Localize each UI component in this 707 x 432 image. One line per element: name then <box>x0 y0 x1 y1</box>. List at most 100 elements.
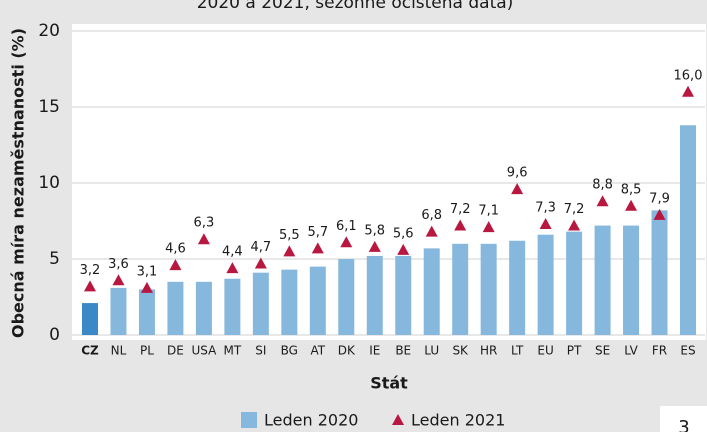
data-label: 7,2 <box>450 202 471 217</box>
triangle-marker <box>254 257 267 269</box>
triangle-marker <box>596 195 609 207</box>
data-label: 5,7 <box>307 225 328 240</box>
x-axis-label: Stát <box>370 374 408 393</box>
chart-title: 2020 a 2021, sezónně očištěná data) <box>197 0 514 13</box>
bar <box>252 272 269 335</box>
page-number-box <box>660 406 707 432</box>
bar <box>338 259 355 335</box>
x-tick-label: LV <box>624 344 638 358</box>
data-label: 6,3 <box>194 216 215 231</box>
triangle-marker <box>84 280 96 292</box>
triangle-marker <box>283 245 296 257</box>
x-tick-label: SI <box>255 344 266 358</box>
data-label: 5,8 <box>364 223 385 238</box>
legend-label: Leden 2021 <box>411 411 505 430</box>
legend-swatch <box>241 412 257 428</box>
triangle-marker <box>340 236 353 248</box>
data-label: 6,8 <box>421 208 442 223</box>
data-label: 6,1 <box>336 219 357 234</box>
data-label: 8,5 <box>621 182 642 197</box>
triangle-marker <box>368 240 381 252</box>
data-label: 16,0 <box>674 68 703 83</box>
bar <box>281 269 298 335</box>
bar <box>395 255 412 335</box>
x-tick-label: AT <box>311 344 326 358</box>
data-label: 4,4 <box>222 245 243 260</box>
bar <box>480 243 497 335</box>
x-tick-label: SE <box>595 344 610 358</box>
y-tick-label: 10 <box>38 173 60 193</box>
x-tick-label: ES <box>680 344 695 358</box>
data-label: 4,7 <box>251 240 272 255</box>
y-axis-label: Obecná míra nezaměstnanosti (%) <box>9 28 28 338</box>
data-label: 5,5 <box>279 228 300 243</box>
data-label: 4,6 <box>165 242 186 257</box>
data-label: 7,2 <box>564 202 585 217</box>
x-tick-label: DE <box>167 344 184 358</box>
bar <box>594 225 611 335</box>
x-tick-label: MT <box>224 344 242 358</box>
y-tick-label: 20 <box>38 21 60 41</box>
bar <box>680 125 696 336</box>
bar <box>452 243 469 335</box>
triangle-marker <box>568 219 581 231</box>
bar <box>423 248 440 335</box>
x-tick-label: FR <box>652 344 667 358</box>
bar <box>167 281 184 335</box>
bar <box>82 303 98 335</box>
bar <box>138 289 155 335</box>
x-tick-label: BE <box>395 344 411 358</box>
triangle-marker <box>112 274 125 286</box>
bar <box>366 255 383 335</box>
triangle-marker <box>682 85 694 97</box>
x-tick-label: IE <box>369 344 380 358</box>
data-label: 7,3 <box>535 201 556 216</box>
data-label: 9,6 <box>507 166 528 181</box>
data-label: 3,6 <box>108 257 129 272</box>
triangle-marker <box>197 233 210 245</box>
x-tick-label: NL <box>111 344 127 358</box>
x-tick-label: DK <box>338 344 356 358</box>
triangle-marker <box>454 219 467 231</box>
bar <box>195 281 212 335</box>
triangle-marker <box>311 242 324 254</box>
triangle-marker <box>226 262 239 274</box>
bar <box>309 266 326 335</box>
x-tick-label: LT <box>511 344 524 358</box>
bar <box>623 225 640 335</box>
triangle-marker <box>625 199 638 211</box>
data-label: 7,9 <box>649 191 670 206</box>
triangle-marker <box>140 281 153 293</box>
bar <box>566 231 583 335</box>
y-tick-label: 5 <box>49 249 60 269</box>
triangle-marker <box>511 183 524 195</box>
data-label: 8,8 <box>592 178 613 193</box>
y-tick-label: 0 <box>49 325 60 345</box>
triangle-marker <box>169 259 182 271</box>
x-tick-label: LU <box>424 344 439 358</box>
triangle-marker <box>397 243 410 255</box>
data-label: 5,6 <box>393 226 414 241</box>
triangle-marker <box>482 221 495 233</box>
bar <box>509 240 526 335</box>
legend-swatch <box>392 414 404 425</box>
bar <box>224 278 241 335</box>
x-tick-label: PT <box>567 344 582 358</box>
triangle-marker <box>539 218 552 230</box>
x-tick-label: USA <box>191 344 217 358</box>
x-tick-label: PL <box>140 344 154 358</box>
x-tick-label: SK <box>452 344 469 358</box>
bar <box>110 287 127 335</box>
x-tick-label: BG <box>281 344 298 358</box>
x-tick-label: EU <box>537 344 553 358</box>
data-label: 3,2 <box>80 263 101 278</box>
legend-label: Leden 2020 <box>264 411 358 430</box>
y-tick-label: 15 <box>38 97 60 117</box>
bar <box>537 234 554 335</box>
triangle-marker <box>425 225 438 237</box>
page-number: 3 <box>678 417 689 432</box>
data-label: 7,1 <box>478 204 499 219</box>
triangle-marker <box>653 208 666 220</box>
bar <box>651 210 668 335</box>
